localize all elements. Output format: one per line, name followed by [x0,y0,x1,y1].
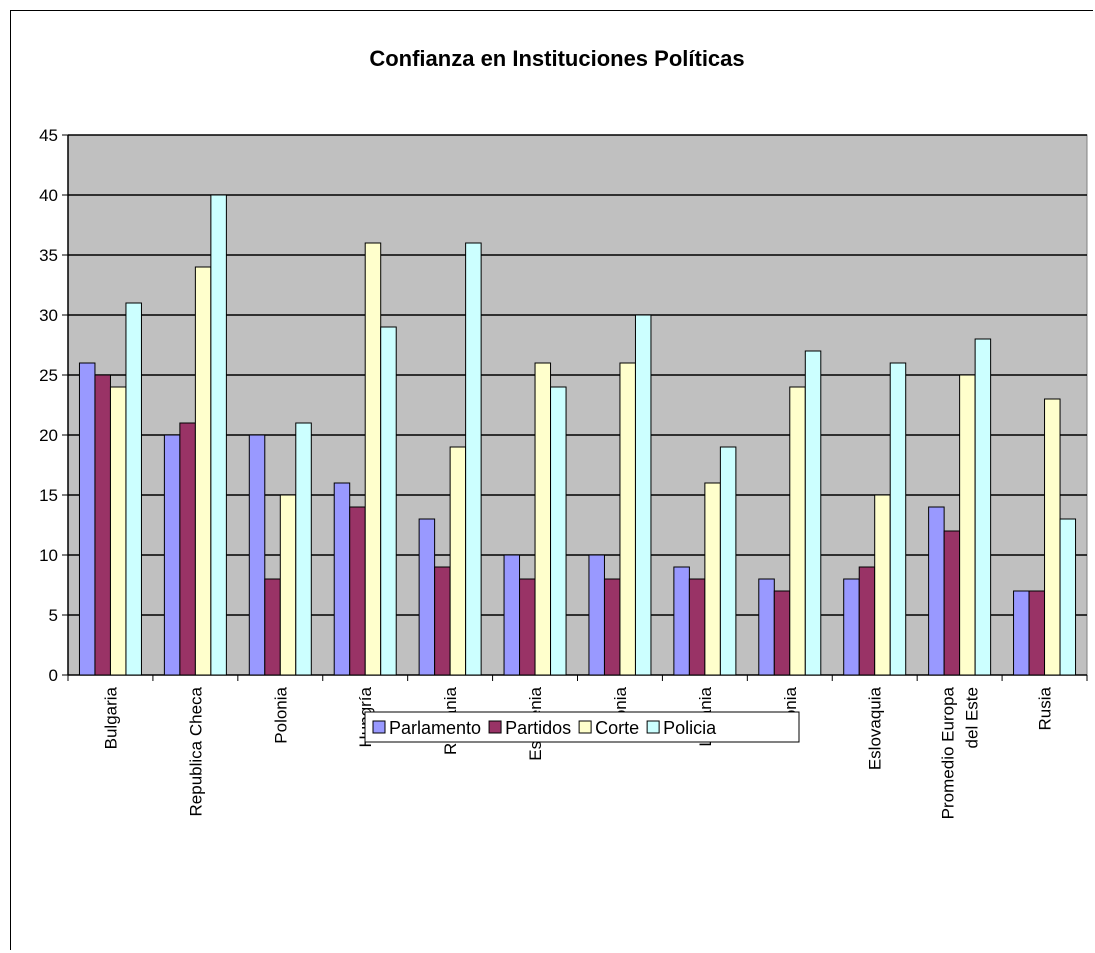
bar [295,422,312,676]
y-tick-label: 40 [39,186,58,205]
series-partidos [94,374,1046,676]
y-tick-label: 10 [39,546,58,565]
bar [279,494,297,676]
bar [78,362,96,676]
legend-item: Policia [646,718,717,738]
bar [634,314,652,676]
bar [673,566,690,676]
bar [380,326,397,676]
bar [974,338,992,676]
bar [1013,590,1030,676]
bar [688,578,706,676]
bar [179,422,196,676]
bar [349,506,366,676]
y-axis: 0 5 10 15 20 25 30 35 40 45 [39,126,69,685]
bar [534,362,552,676]
legend-item: Parlamento [372,718,481,738]
y-tick-label: 25 [39,366,58,385]
bar [109,386,127,676]
legend-swatch [646,720,660,734]
category-label: Promedio Europa del Este [939,686,982,819]
legend-item: Corte [578,718,639,738]
category-label-line: Bulgaria [101,686,120,749]
y-tick-label: 35 [39,246,58,265]
bar [1028,590,1046,676]
bar [465,242,482,676]
legend-label: Parlamento [389,718,481,738]
legend-label: Corte [595,718,639,738]
category-label: Republica Checa [186,686,205,816]
bar [588,554,605,676]
legend-label: Partidos [505,718,571,738]
bar [434,566,451,676]
category-label: Eslovaquia [866,686,885,770]
y-tick-label: 15 [39,486,58,505]
category-label-line: Rusia [1036,686,1055,730]
category-label: Rusia [1036,686,1055,730]
y-tick-label: 30 [39,306,58,325]
bar [125,302,142,676]
bar [874,494,891,676]
chart-title: Confianza en Instituciones Políticas [369,46,744,71]
bar [364,242,382,676]
bar [1059,518,1077,676]
bar [789,386,806,676]
bar [943,530,961,676]
bar [503,554,521,676]
bar [264,578,281,676]
bar [619,362,636,676]
category-label: Bulgaria [101,686,120,749]
legend-swatch [372,720,386,734]
y-tick-label: 45 [39,126,58,145]
plot-area [67,134,1088,676]
bar [773,590,791,676]
bar [163,434,181,676]
bar [889,362,907,676]
bar [519,578,536,676]
y-tick-label: 0 [49,666,58,685]
plot-background [67,134,1088,676]
bar [94,374,111,676]
bar [758,578,775,676]
series-policia [125,194,1077,676]
category-label-line: Republica Checa [186,686,205,816]
y-tick-label: 5 [49,606,58,625]
bar [449,446,467,676]
bar [719,446,737,676]
legend: Parlamento Partidos Corte Policia [364,711,800,743]
legend-swatch [578,720,592,734]
legend-label: Policia [663,718,717,738]
bar [804,350,822,676]
chart-frame [10,10,1093,950]
category-label-line: del Este [963,687,982,748]
category-label-line: Polonia [271,686,290,743]
bar [418,518,436,676]
bar [1044,398,1061,676]
bar [928,506,945,676]
bar [248,434,266,676]
bar [550,386,567,676]
legend-swatch [488,720,502,734]
legend-item: Partidos [488,718,571,738]
bar [194,266,212,676]
bar [704,482,721,676]
category-label: Polonia [271,686,290,743]
bar [333,482,351,676]
bar [210,194,227,676]
bar [603,578,621,676]
bar [843,578,860,676]
bar [858,566,876,676]
bar [959,374,976,676]
y-tick-label: 20 [39,426,58,445]
category-label-line: Promedio Europa [939,686,958,819]
bars [78,194,1077,676]
category-label-line: Eslovaquia [866,686,885,770]
